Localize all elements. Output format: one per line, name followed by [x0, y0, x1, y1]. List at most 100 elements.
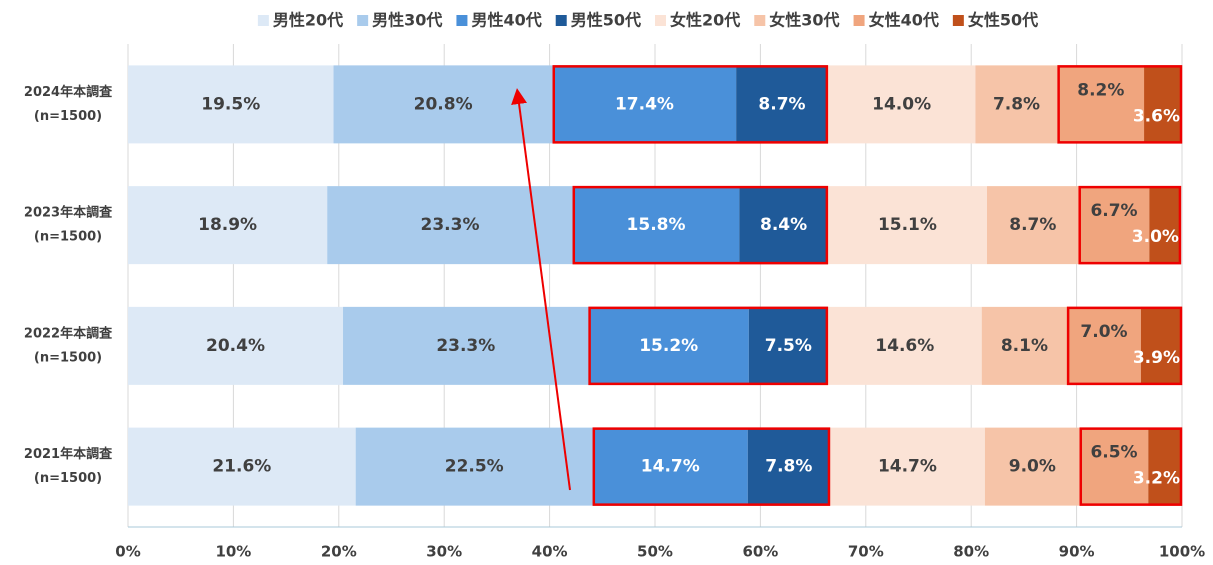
value-label: 21.6% [212, 457, 271, 477]
bar-segment [552, 65, 737, 144]
bar-segment [355, 427, 593, 506]
legend-label: 男性20代 [273, 11, 343, 30]
legend-label: 男性40代 [471, 11, 541, 30]
bar-segment [128, 65, 334, 144]
bar-segment [592, 427, 748, 506]
value-label: 14.7% [641, 457, 700, 477]
y-tick-label: 2023年本調査 [24, 205, 113, 221]
legend-label: 女性40代 [869, 11, 939, 30]
y-tick-label: 2024年本調査 [24, 84, 113, 100]
bar-segment [827, 306, 982, 385]
value-label: 20.4% [206, 336, 265, 356]
highlight-box [1057, 65, 1183, 144]
value-label: 6.7% [1090, 201, 1137, 221]
x-tick-label: 50% [637, 543, 673, 561]
legend-label: 男性50代 [571, 11, 641, 30]
value-label: 7.8% [993, 94, 1040, 114]
value-label: 3.9% [1133, 348, 1180, 368]
bar-segment [1079, 427, 1149, 506]
value-label: 14.7% [878, 457, 937, 477]
bar-segment [739, 186, 828, 265]
highlight-box [1078, 185, 1182, 265]
bar-segment [984, 427, 1080, 506]
value-label: 8.2% [1077, 80, 1124, 100]
highlight-box [1066, 306, 1183, 386]
value-label: 20.8% [414, 94, 473, 114]
bar-segment [572, 186, 740, 265]
highlight-box [592, 427, 831, 506]
bar-segment [829, 427, 985, 506]
y-tick-label: (n=1500) [34, 350, 102, 365]
value-label: 3.0% [1132, 227, 1179, 247]
value-label: 19.5% [201, 94, 260, 114]
bar-segment [1144, 65, 1182, 144]
value-label: 7.5% [765, 336, 812, 356]
x-tick-label: 10% [215, 543, 251, 561]
y-tick-label: (n=1500) [34, 230, 102, 245]
highlight-box [588, 306, 829, 386]
bar-segment [1067, 306, 1141, 385]
x-tick-label: 90% [1059, 543, 1095, 561]
x-tick-label: 100% [1159, 543, 1205, 561]
value-label: 9.0% [1009, 457, 1056, 477]
legend-swatch [952, 15, 964, 26]
value-label: 3.6% [1133, 106, 1180, 126]
legend-swatch [655, 15, 666, 26]
value-label: 17.4% [615, 94, 674, 114]
highlight-box [1079, 427, 1183, 506]
value-label: 8.1% [1001, 336, 1048, 356]
legend-label: 女性50代 [968, 11, 1038, 30]
value-label: 15.2% [639, 336, 698, 356]
legend-label: 女性30代 [769, 11, 839, 30]
bar-segment [827, 186, 988, 265]
bar-segment [736, 65, 828, 144]
x-tick-label: 60% [742, 543, 778, 561]
trend-arrow [511, 88, 571, 491]
bar-segment [748, 306, 828, 385]
value-label: 7.8% [765, 457, 812, 477]
bar-segment [128, 306, 344, 385]
y-tick-label: (n=1500) [34, 109, 102, 124]
x-tick-label: 40% [532, 543, 568, 561]
legend-swatch [853, 15, 865, 26]
y-tick-label: 2022年本調査 [24, 325, 113, 341]
bar-segment [128, 186, 328, 265]
value-label: 3.2% [1133, 469, 1180, 489]
value-label: 8.7% [1009, 215, 1056, 235]
y-tick-label: (n=1500) [34, 471, 102, 486]
legend-swatch [754, 15, 766, 26]
bar-segment [747, 427, 830, 506]
x-tick-label: 30% [426, 543, 462, 561]
x-tick-label: 20% [321, 543, 357, 561]
bar-segment [1149, 186, 1181, 265]
value-label: 23.3% [436, 336, 495, 356]
x-tick-label: 80% [953, 543, 989, 561]
value-label: 6.5% [1090, 443, 1137, 463]
legend-label: 女性20代 [670, 11, 740, 30]
value-label: 22.5% [445, 457, 504, 477]
bar-segment [987, 186, 1079, 265]
bar-segment [827, 65, 976, 144]
bar-segment [1078, 186, 1150, 265]
bar-segment [1057, 65, 1145, 144]
y-tick-label: 2021年本調査 [24, 446, 113, 462]
value-label: 8.4% [760, 215, 807, 235]
value-label: 15.8% [627, 215, 686, 235]
highlight-box [572, 185, 829, 265]
bar-segment [588, 306, 749, 385]
value-label: 14.0% [872, 94, 931, 114]
bar-segment [975, 65, 1058, 144]
value-label: 14.6% [875, 336, 934, 356]
value-label: 7.0% [1080, 322, 1127, 342]
legend-swatch [456, 15, 468, 26]
legend-swatch [257, 15, 269, 26]
bar-segment [1140, 306, 1182, 385]
highlight-box [552, 65, 829, 144]
bar-segment [1148, 427, 1182, 506]
legend-swatch [357, 15, 369, 26]
value-label: 8.7% [758, 94, 805, 114]
x-tick-label: 70% [848, 543, 884, 561]
value-label: 23.3% [421, 215, 480, 235]
legend-label: 男性30代 [372, 11, 442, 30]
